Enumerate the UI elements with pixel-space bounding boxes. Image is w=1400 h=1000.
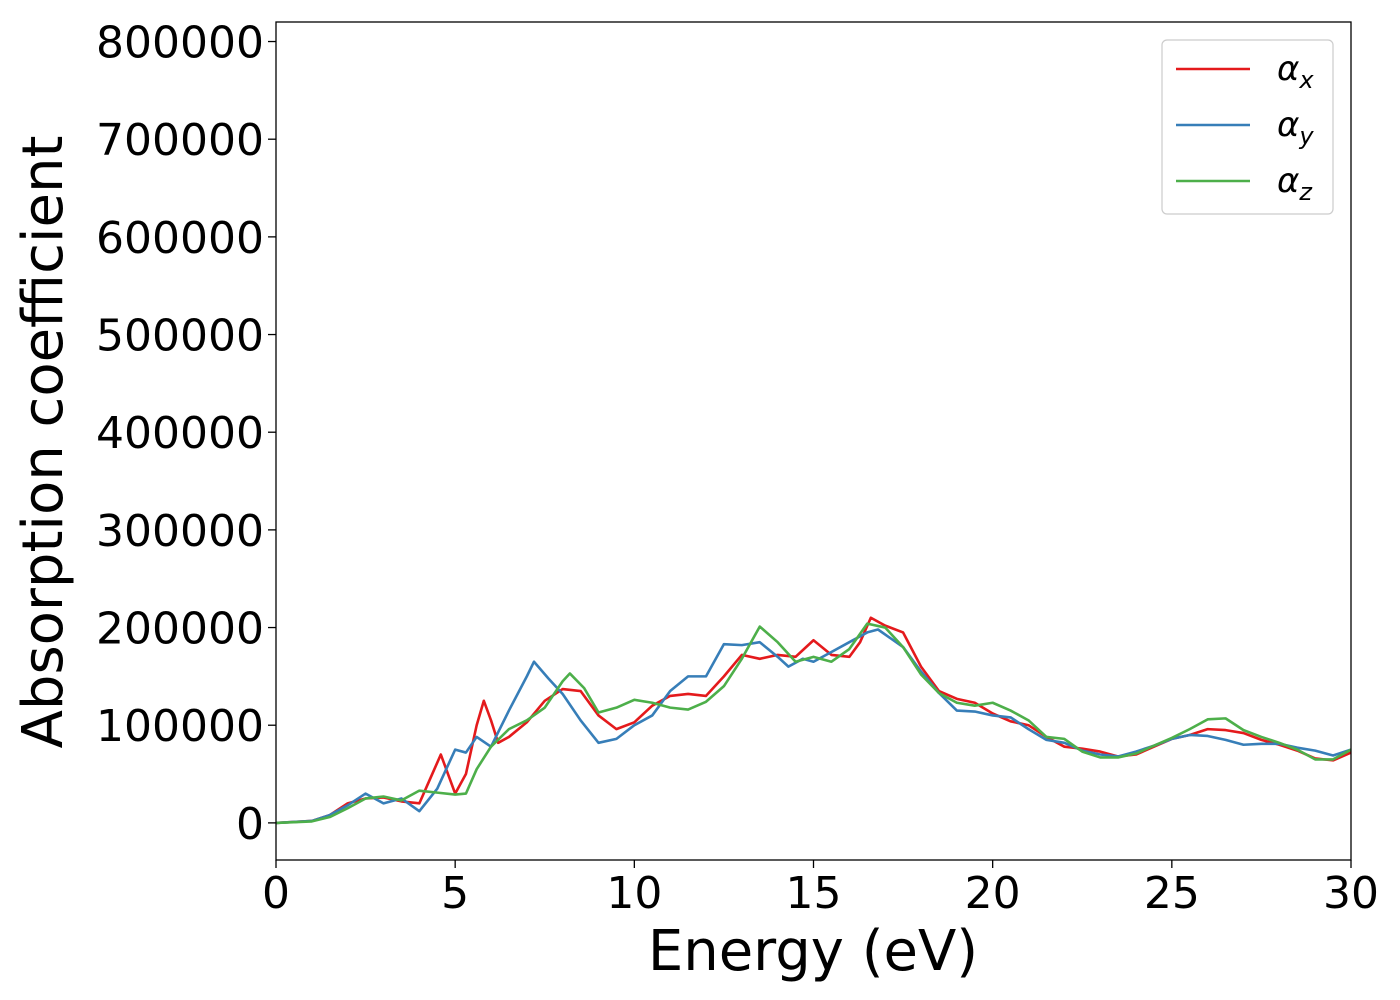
x-tick-label: 20 bbox=[965, 868, 1021, 919]
x-tick-label: 30 bbox=[1323, 868, 1379, 919]
legend-box bbox=[1161, 39, 1334, 215]
x-tick-label: 0 bbox=[262, 868, 290, 919]
y-tick-label: 500000 bbox=[96, 311, 264, 362]
x-tick-label: 15 bbox=[786, 868, 842, 919]
y-tick-label: 100000 bbox=[96, 701, 264, 752]
x-tick-label: 25 bbox=[1144, 868, 1200, 919]
legend-label-x: αx bbox=[1277, 49, 1314, 94]
legend: αx αy αz bbox=[1161, 39, 1334, 215]
x-axis-label: Energy (eV) bbox=[648, 919, 978, 984]
x-tick-label: 10 bbox=[606, 868, 662, 919]
y-axis-label: Absorption coefficient bbox=[11, 136, 76, 749]
y-tick-label: 400000 bbox=[96, 408, 264, 459]
y-tick-label: 300000 bbox=[96, 506, 264, 557]
y-tick-label: 600000 bbox=[96, 213, 264, 264]
y-tick-label: 700000 bbox=[96, 115, 264, 166]
series-line-z bbox=[276, 622, 1351, 825]
y-tick-label: 800000 bbox=[96, 18, 264, 69]
y-tick-label: 0 bbox=[236, 799, 264, 850]
legend-label-y: αy bbox=[1277, 105, 1314, 150]
x-tick-label: 5 bbox=[441, 868, 469, 919]
legend-label-z: αz bbox=[1277, 161, 1313, 206]
y-tick-label: 200000 bbox=[96, 604, 264, 655]
plot-area: 0 5 10 15 20 25 30 0 100000 200000 300000 400000 500… bbox=[96, 18, 1379, 919]
